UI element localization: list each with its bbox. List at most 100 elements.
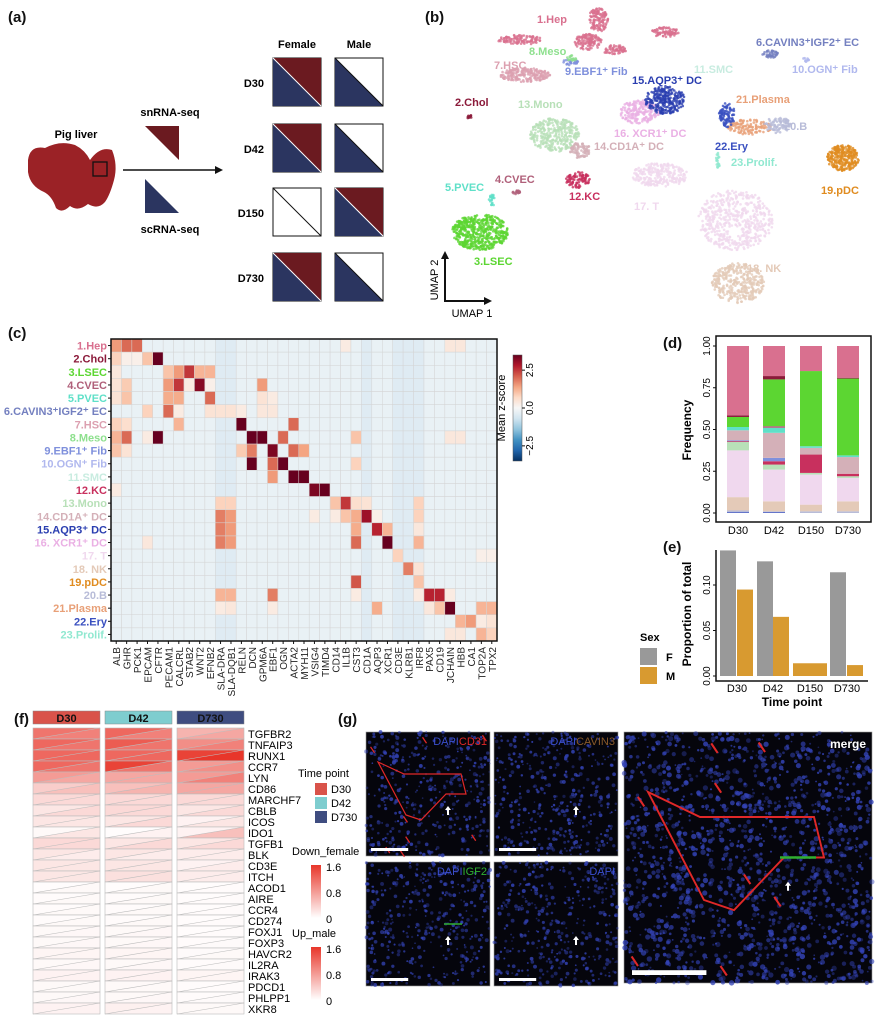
umap-cluster-label: 17. T — [634, 201, 659, 213]
umap-point — [706, 212, 710, 216]
umap-xlabel: UMAP 1 — [452, 308, 493, 320]
umap-point — [749, 201, 752, 204]
umap-point — [653, 115, 657, 119]
umap-point — [503, 236, 507, 239]
heatmap-cell — [392, 404, 404, 419]
umap-arrow-up — [441, 251, 449, 259]
heatmap-cell — [194, 522, 206, 537]
heatmap-cell — [308, 365, 320, 379]
heatmap-cell — [267, 561, 279, 576]
heatmap-cell — [215, 470, 227, 484]
heatmap-cell — [381, 561, 393, 576]
heatmap-cell — [340, 601, 352, 615]
umap-point — [484, 236, 488, 240]
heatmap-cell — [392, 496, 404, 510]
umap-point — [754, 227, 757, 231]
umap-point — [663, 98, 667, 101]
heatmap-cell — [173, 483, 185, 497]
umap-point — [635, 118, 639, 121]
umap-point — [758, 291, 761, 295]
umap-point — [715, 222, 719, 225]
heatmap-cell — [173, 338, 185, 353]
heatmap-cell — [142, 522, 153, 537]
heatmap-column-label: STAB2 — [185, 647, 196, 678]
heatmap-cell — [267, 351, 279, 366]
heatmap-cell — [298, 575, 310, 589]
umap-point — [632, 103, 635, 106]
heatmap-cell — [486, 496, 498, 510]
diagonal — [334, 187, 384, 237]
umap-point — [497, 237, 501, 240]
heatmap-cell — [183, 548, 195, 563]
snrna-triangle-icon — [145, 126, 179, 160]
heatmap-cell — [413, 627, 425, 642]
umap-point — [735, 195, 739, 198]
heatmap-cell — [392, 351, 404, 366]
umap-point — [713, 230, 717, 234]
heatmap-cell — [152, 404, 164, 419]
heatmap-cell — [319, 627, 331, 642]
umap-point — [502, 239, 505, 243]
umap-point — [650, 110, 653, 114]
umap-point — [714, 201, 718, 204]
umap-cluster-1 — [573, 32, 603, 51]
heatmap-cell — [204, 456, 216, 471]
umap-point — [572, 178, 576, 182]
heatmap-cell — [402, 338, 414, 353]
heatmap-cell — [413, 575, 425, 589]
umap-point — [532, 133, 535, 137]
umap-point — [735, 292, 739, 296]
umap-point — [555, 136, 559, 139]
umap-point — [658, 26, 661, 30]
umap-point — [672, 171, 676, 174]
heatmap-cell — [194, 338, 206, 353]
umap-point — [656, 31, 660, 35]
umap-point — [592, 26, 595, 29]
umap-point — [499, 226, 503, 229]
umap-point — [738, 119, 742, 123]
umap-point — [654, 168, 657, 172]
heatmap-cell — [183, 535, 195, 550]
umap-point — [543, 77, 546, 81]
heatmap-column-label: DCN — [248, 647, 259, 669]
heatmap-cell — [256, 509, 268, 524]
heatmap-cell — [256, 417, 268, 432]
heatmap-cell — [455, 456, 466, 471]
umap-point — [460, 226, 464, 229]
umap-point — [851, 154, 854, 158]
umap-point — [768, 51, 771, 54]
heatmap-cell — [329, 483, 341, 497]
umap-point — [646, 119, 650, 123]
umap-point — [738, 294, 742, 297]
umap-point — [525, 36, 528, 39]
umap-cluster-8 — [565, 54, 578, 62]
umap-point — [675, 177, 679, 181]
umap-point — [455, 232, 459, 235]
heatmap-cell — [361, 509, 373, 524]
umap-point — [623, 113, 627, 117]
umap-point — [713, 288, 717, 291]
heatmap-cell — [204, 365, 216, 379]
heatmap-cell — [152, 338, 164, 353]
umap-point — [668, 179, 672, 182]
heatmap-cell — [225, 470, 237, 484]
umap-point — [473, 237, 477, 241]
umap-point — [758, 281, 762, 284]
umap-point — [836, 147, 840, 151]
heatmap-cell — [340, 470, 352, 484]
heatmap-cell — [235, 509, 247, 524]
umap-point — [462, 244, 465, 248]
umap-point — [534, 125, 537, 129]
heatmap-cell — [194, 588, 206, 602]
umap-point — [701, 223, 705, 227]
heatmap-cell — [121, 614, 133, 629]
heatmap-cell — [319, 575, 331, 589]
umap-point — [713, 272, 717, 276]
umap-point — [543, 128, 547, 132]
umap-point — [730, 127, 734, 130]
heatmap-cell — [444, 496, 456, 510]
heatmap-cell — [434, 378, 446, 392]
heatmap-cell — [246, 535, 258, 550]
umap-point — [772, 56, 775, 59]
heatmap-cell — [194, 430, 206, 445]
